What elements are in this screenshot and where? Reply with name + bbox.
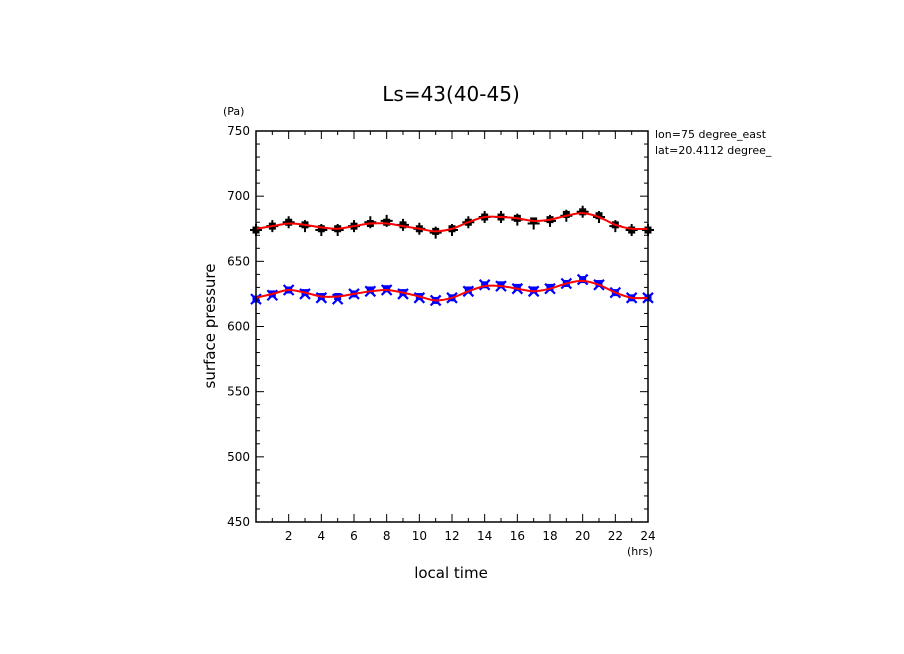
x-tick-label: 18 [542,529,557,543]
y-tick-label: 600 [227,320,250,334]
fit-line [255,279,649,302]
x-tick-label: 8 [383,529,391,543]
x-tick-label: 2 [285,529,293,543]
data-point-square [481,281,489,289]
x-axis-label: local time [414,564,488,582]
x-tick-label: 10 [412,529,427,543]
x-tick-label: 20 [575,529,590,543]
data-point-square [366,286,374,294]
data-point-square [628,226,636,234]
annotation-lon: lon=75 degree_east [655,128,767,141]
data-point-square [513,283,521,291]
y-tick-label: 700 [227,189,250,203]
data-point-square [595,279,603,287]
x-tick-label: 4 [318,529,326,543]
data-point-square [579,208,587,216]
x-tick-label: 16 [510,529,525,543]
data-point-square [383,218,391,226]
data-point-square [579,276,587,284]
y-unit-label: (Pa) [223,105,244,118]
fit-line [255,212,649,233]
data-point-square [383,285,391,293]
data-point-square [530,286,538,294]
y-axis-label: surface pressure [201,264,219,389]
x-tick-label: 14 [477,529,492,543]
data-point-square [317,225,325,233]
series-4 [255,212,649,233]
data-point-square [464,286,472,294]
x-tick-label: 24 [640,529,655,543]
y-tick-label: 550 [227,385,250,399]
series-0 [250,205,654,239]
x-tick-label: 6 [350,529,358,543]
data-point-square [546,283,554,291]
data-point-square [595,212,603,220]
data-point-square [399,221,407,229]
data-point-square [562,210,570,218]
plot-frame [255,130,649,523]
x-tick-label: 12 [444,529,459,543]
x-unit-label: (hrs) [627,545,653,558]
y-tick-labels: 450 500 550 600 650 700 750 [227,124,250,529]
data-point-square [497,281,505,289]
chart-title: Ls=43(40-45) [382,82,520,106]
series-1 [252,208,652,235]
series-layer [250,205,654,307]
y-tick-label: 650 [227,254,250,268]
annotation-lat: lat=20.4112 degree_ [655,144,772,157]
y-tick-label: 750 [227,124,250,138]
data-point-square [285,218,293,226]
y-tick-label: 450 [227,515,250,529]
y-tick-label: 500 [227,450,250,464]
x-tick-label: 22 [608,529,623,543]
series-5 [255,279,649,302]
series-3 [252,276,652,304]
axis-ticks [255,130,649,523]
x-tick-labels: 2 4 6 8 10 12 14 16 18 20 22 24 [285,529,656,543]
